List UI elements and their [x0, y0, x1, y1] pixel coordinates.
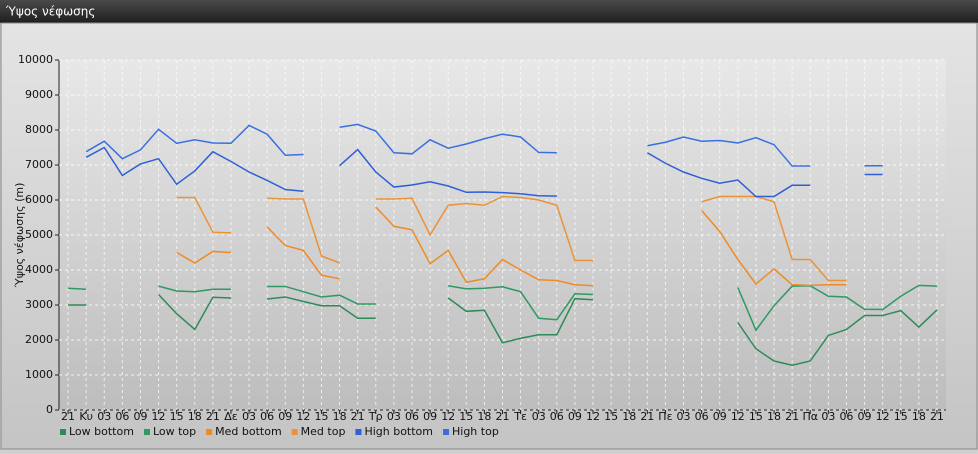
x-tick-label: 09: [278, 410, 292, 423]
x-tick-label: 06: [405, 410, 419, 423]
x-tick-label: 06: [260, 410, 274, 423]
legend-swatch: [443, 429, 449, 435]
x-tick-label: 21: [351, 410, 365, 423]
x-tick-label: 18: [622, 410, 636, 423]
series-line: [176, 195, 847, 282]
x-tick-label: 18: [477, 410, 491, 423]
x-tick-label: 12: [152, 410, 166, 423]
x-tick-label: 12: [876, 410, 890, 423]
x-tick-label: 15: [604, 410, 618, 423]
x-tick-label: 12: [586, 410, 600, 423]
legend-label: High bottom: [364, 425, 433, 438]
x-tick-label: 15: [894, 410, 908, 423]
legend-label: High top: [452, 425, 499, 438]
series-line: [85, 123, 883, 167]
legend-label: Med top: [301, 425, 346, 438]
x-tick-label: Πα: [802, 410, 818, 423]
legend-swatch: [60, 429, 66, 435]
x-tick-label: 06: [550, 410, 564, 423]
x-tick-label: 09: [858, 410, 872, 423]
x-tick-label: 03: [242, 410, 256, 423]
x-tick-label: 12: [296, 410, 310, 423]
x-tick-label: Κυ: [79, 410, 93, 423]
series-line: [85, 146, 883, 198]
y-tick-label: 7000: [25, 158, 53, 171]
y-axis-label: Ύψος νέφωσης (m): [13, 183, 26, 289]
title-bar: [0, 0, 978, 23]
y-tick-label: 2000: [25, 333, 53, 346]
x-tick-label: Τρ: [368, 410, 383, 423]
x-tick-label: 03: [97, 410, 111, 423]
x-tick-label: 09: [423, 410, 437, 423]
legend-label: Low bottom: [69, 425, 134, 438]
x-tick-label: 15: [749, 410, 763, 423]
x-tick-label: 18: [333, 410, 347, 423]
x-tick-label: Πε: [658, 410, 672, 423]
x-tick-label: Δε: [224, 410, 238, 423]
legend-swatch: [291, 429, 298, 435]
x-tick-label: 12: [731, 410, 745, 423]
legend-swatch: [143, 429, 150, 435]
y-tick-label: 8000: [25, 123, 53, 136]
x-tick-label: 15: [459, 410, 473, 423]
x-tick-label: 09: [568, 410, 582, 423]
x-tick-label: 21: [785, 410, 799, 423]
x-tick-label: 15: [170, 410, 184, 423]
legend-swatch: [206, 429, 213, 435]
x-tick-label: 21: [640, 410, 654, 423]
x-tick-label: 09: [713, 410, 727, 423]
series-line: [68, 284, 937, 332]
x-tick-label: 15: [314, 410, 328, 423]
x-tick-label: 03: [387, 410, 401, 423]
y-tick-label: 0: [46, 403, 53, 416]
legend-label: Low top: [153, 425, 196, 438]
x-tick-label: 18: [767, 410, 781, 423]
x-tick-label: Τε: [513, 410, 527, 423]
x-tick-label: 21: [206, 410, 220, 423]
series-line: [176, 206, 847, 287]
x-tick-label: 06: [115, 410, 129, 423]
y-tick-label: 6000: [25, 193, 53, 206]
x-tick-label: 21: [496, 410, 510, 423]
legend-label: Med bottom: [215, 425, 282, 438]
y-tick-label: 10000: [18, 53, 53, 66]
x-tick-label: 06: [695, 410, 709, 423]
x-tick-label: 18: [912, 410, 926, 423]
y-tick-label: 5000: [25, 228, 53, 241]
y-tick-label: 3000: [25, 298, 53, 311]
x-tick-label: 06: [839, 410, 853, 423]
x-tick-label: 21: [61, 410, 75, 423]
window-title: Ύψος νέφωσης: [5, 5, 95, 19]
x-tick-label: 03: [532, 410, 546, 423]
y-tick-label: 1000: [25, 368, 53, 381]
series-line: [68, 293, 938, 366]
x-tick-label: 03: [821, 410, 835, 423]
y-tick-label: 9000: [25, 88, 53, 101]
x-tick-label: 12: [441, 410, 455, 423]
x-tick-label: 18: [188, 410, 202, 423]
x-tick-label: 21: [930, 410, 944, 423]
x-tick-label: 09: [133, 410, 147, 423]
x-tick-label: 03: [677, 410, 691, 423]
legend-swatch: [355, 429, 362, 435]
y-tick-label: 4000: [25, 263, 53, 276]
